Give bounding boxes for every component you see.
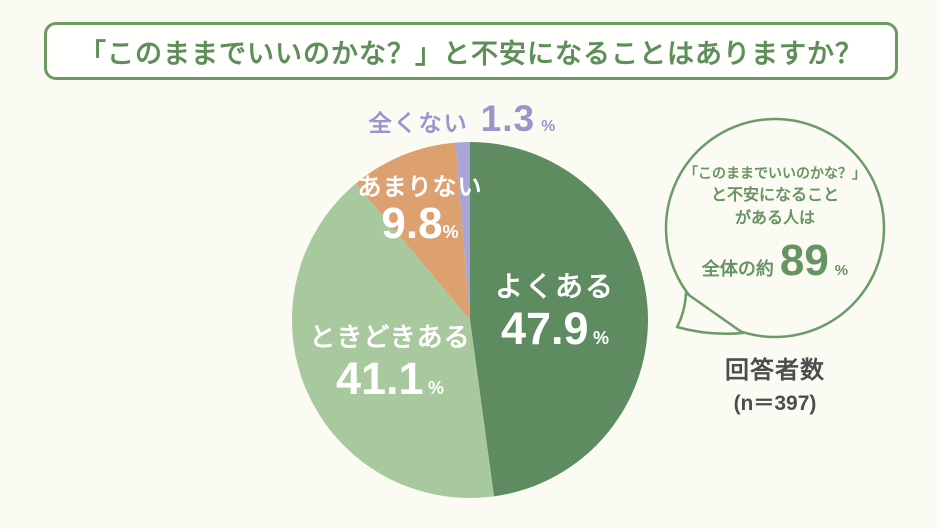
respondents-block: 回答者数 (n＝397) [695, 350, 855, 417]
slice-label-yoku-aru: よくある 47.9 % [465, 265, 645, 352]
slice-value-tokidoki-aru: 41.1 [335, 353, 424, 404]
slice-category-amari-nai: あまりない [357, 174, 483, 201]
speech-bubble-tail [675, 291, 745, 335]
bubble-line-3: がある人は [734, 210, 815, 228]
bubble-stat-value: 89 [779, 236, 829, 286]
percent-sign: % [541, 118, 556, 135]
slice-value-yoku-aru: 47.9 [500, 303, 589, 354]
slice-category-yoku-aru: よくある [494, 271, 615, 302]
slice-value-amari-nai: 9.8 [381, 199, 443, 248]
slice-category-mattaku-nai: 全くない [368, 110, 469, 136]
slice-label-amari-nai: あまりない 9.8% [340, 167, 500, 246]
respondents-count: (n＝397) [733, 392, 817, 415]
speech-bubble-text: 「このままでいいのかな？」 と不安になること がある人は 全体の約 89 % [665, 163, 885, 286]
pie-slice-全くない [455, 142, 470, 320]
slice-label-mattaku-nai: 全くない 1.3 % [360, 98, 564, 140]
bubble-stat-prefix: 全体の約 [701, 259, 774, 280]
pie-chart [291, 142, 648, 498]
bubble-line-2: と不安になること [710, 187, 839, 204]
slice-label-tokidoki-aru: ときどきある 41.1 % [300, 317, 480, 404]
percent-sign: % [834, 262, 849, 280]
pie-slice-あまりない [355, 142, 470, 320]
speech-bubble [664, 117, 886, 339]
page-title: 「このままでいいのかな？」と不安になることはありますか？ [79, 38, 863, 69]
slice-category-tokidoki-aru: ときどきある [309, 322, 471, 352]
title-box: 「このままでいいのかな？」と不安になることはありますか？ [44, 22, 898, 80]
respondents-label: 回答者数 [725, 357, 825, 384]
bubble-stat: 全体の約 89 % [665, 236, 885, 286]
bubble-line-1: 「このままでいいのかな？」 [684, 165, 866, 181]
slice-value-mattaku-nai: 1.3 [480, 98, 536, 139]
percent-sign: % [593, 328, 610, 348]
percent-sign: % [428, 378, 445, 398]
percent-sign: % [442, 222, 459, 242]
pie-slice-よくある [470, 142, 648, 497]
pie-slice-ときどきある [291, 183, 494, 498]
speech-bubble-circle [664, 117, 886, 339]
